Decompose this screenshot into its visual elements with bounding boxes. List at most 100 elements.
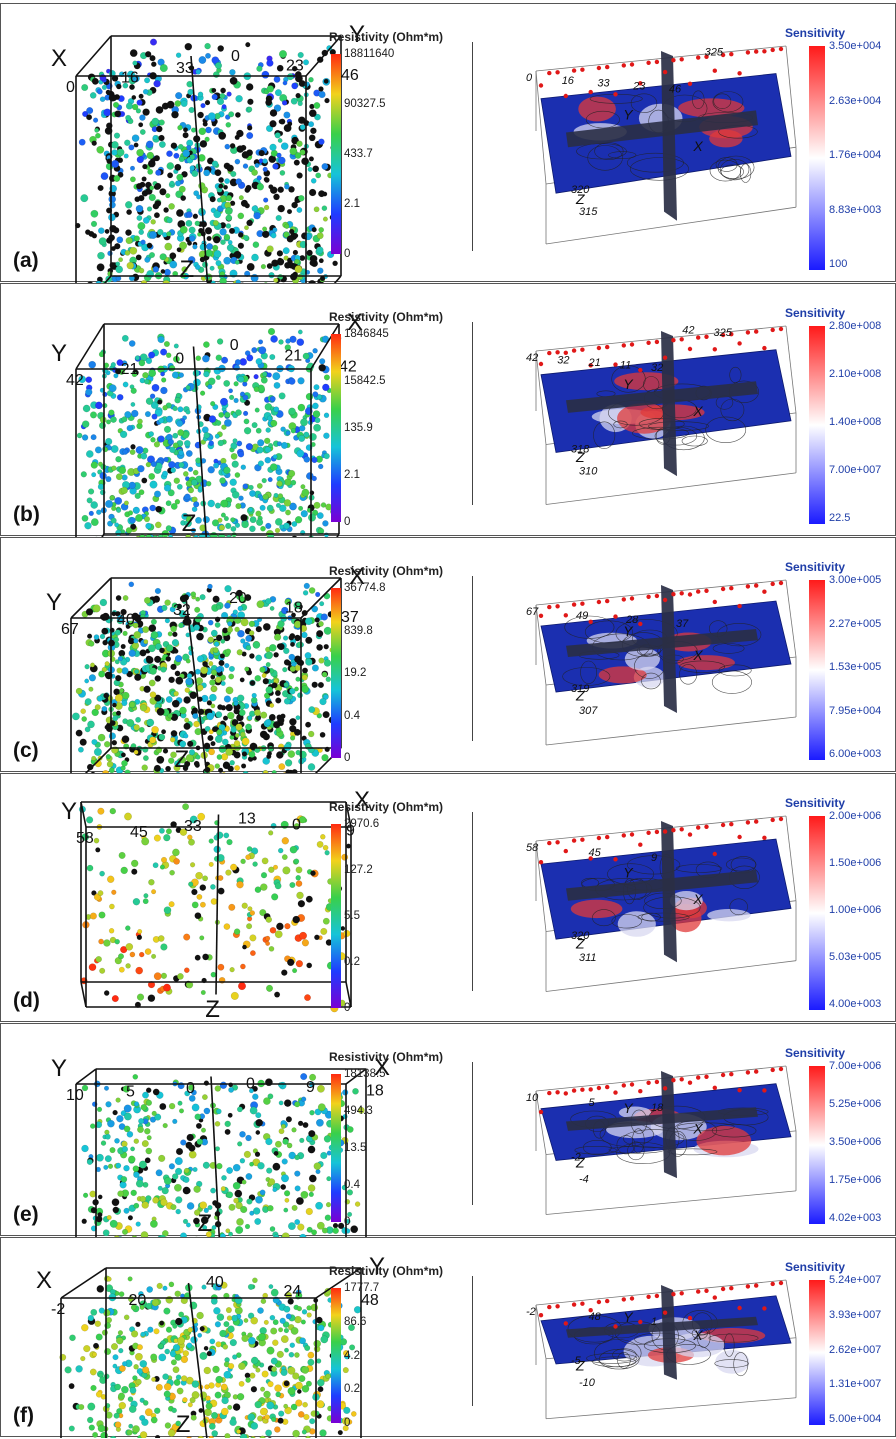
slice-axis-label-x: X (692, 1120, 703, 1136)
scatter-point (230, 170, 237, 178)
slice-tick-label: 58 (526, 842, 539, 854)
scatter-point (183, 967, 190, 973)
scatter-point (153, 764, 162, 773)
scatter-point (195, 754, 201, 760)
slice-tick-label: 9 (651, 852, 657, 864)
scatter-point (92, 1342, 99, 1349)
slice-tick-label: 10 (526, 1092, 539, 1104)
scatter-point (319, 358, 326, 365)
scatter-point (291, 1127, 297, 1133)
scatter-point (271, 893, 279, 901)
electrode-point (696, 825, 701, 830)
scatter-point (171, 699, 180, 708)
scatter-point (199, 1351, 208, 1360)
scatter-point (290, 479, 297, 486)
scatter-point (162, 748, 169, 754)
scatter-point (125, 102, 133, 110)
electrode-point (720, 1072, 726, 1078)
scatter-point (210, 741, 216, 747)
scatter-point (108, 732, 117, 740)
scatter-point (104, 1155, 112, 1163)
scatter-point (142, 163, 148, 170)
scatter-point (236, 1429, 242, 1435)
scatter-point (255, 1118, 264, 1127)
scatter-point (98, 938, 104, 945)
scatter-point (226, 243, 235, 252)
scatter-point (273, 406, 280, 413)
scatter-point (284, 261, 291, 269)
scatter-point (217, 963, 225, 971)
electrode-point (762, 589, 767, 594)
scatter-point (212, 595, 220, 603)
scatter-point (346, 843, 352, 849)
scatter-point (104, 228, 110, 234)
scatter-point (313, 102, 321, 109)
scatter-point (305, 1435, 311, 1438)
scatter-point (257, 439, 265, 447)
scatter-point (287, 1386, 296, 1395)
scatter-point (138, 489, 145, 496)
scatter-point (149, 38, 157, 46)
scatter-point (93, 747, 102, 756)
scatter-point (242, 483, 249, 490)
scatter-point (80, 471, 87, 478)
scatter-point (115, 1097, 121, 1103)
scatter-point (168, 460, 176, 469)
scatter-point (100, 1140, 107, 1146)
electrode-point (654, 339, 660, 345)
scatter-point (199, 935, 205, 941)
slice-box-edge (785, 45, 797, 148)
scatter-point (84, 521, 92, 530)
scatter-point (252, 1207, 261, 1215)
scatter-point (290, 1403, 298, 1411)
scatter-point (257, 1162, 265, 1170)
scatter-point (175, 772, 181, 773)
scatter-point (157, 335, 165, 344)
scatter-point (290, 97, 298, 105)
scatter-point (221, 772, 226, 773)
scatter-point (198, 56, 207, 64)
sensitivity-hotspot (617, 403, 672, 434)
scatter-point (265, 98, 273, 106)
resistivity-colorbar-tick: 2970.6 (344, 818, 380, 830)
tick-label: 48 (361, 1292, 379, 1309)
scatter-point (232, 1354, 238, 1360)
scatter-point (108, 213, 116, 222)
resistivity-colorbar-tick: 13.5 (344, 1142, 367, 1154)
scatter-point (105, 419, 111, 425)
scatter-point (188, 838, 195, 846)
slice-tick-label: 42 (526, 352, 538, 364)
scatter-point (123, 153, 129, 159)
scatter-point (228, 903, 236, 911)
scatter-point (229, 143, 236, 149)
electrode-point (605, 1298, 610, 1304)
scatter-point (240, 464, 247, 470)
tick-label: 32 (173, 602, 191, 619)
scatter-point (218, 767, 224, 773)
scatter-point (138, 359, 146, 367)
scatter-point (111, 505, 117, 512)
scatter-point (114, 1138, 120, 1144)
scatter-point (94, 704, 101, 711)
scatter-point (178, 372, 185, 378)
scatter-point (223, 923, 231, 930)
scatter-point (274, 991, 281, 998)
scatter-point (159, 1234, 166, 1237)
scatter-point (145, 1087, 152, 1093)
slice-box-edge (545, 1397, 797, 1420)
scatter-point (176, 247, 182, 253)
resistivity-colorbar-tick: 433.7 (344, 148, 373, 160)
scatter-point (343, 1350, 350, 1357)
scatter-point (205, 1402, 213, 1410)
scatter-point (92, 117, 99, 123)
scatter-point (225, 869, 232, 876)
scatter-point (164, 618, 171, 624)
cube-edge (215, 814, 220, 995)
scatter-point (300, 418, 308, 427)
scatter-point (280, 1123, 286, 1129)
resistivity-colorbar (331, 824, 341, 1008)
scatter-point (316, 1378, 325, 1387)
scatter-point (315, 1118, 324, 1127)
scatter-point (288, 469, 296, 478)
